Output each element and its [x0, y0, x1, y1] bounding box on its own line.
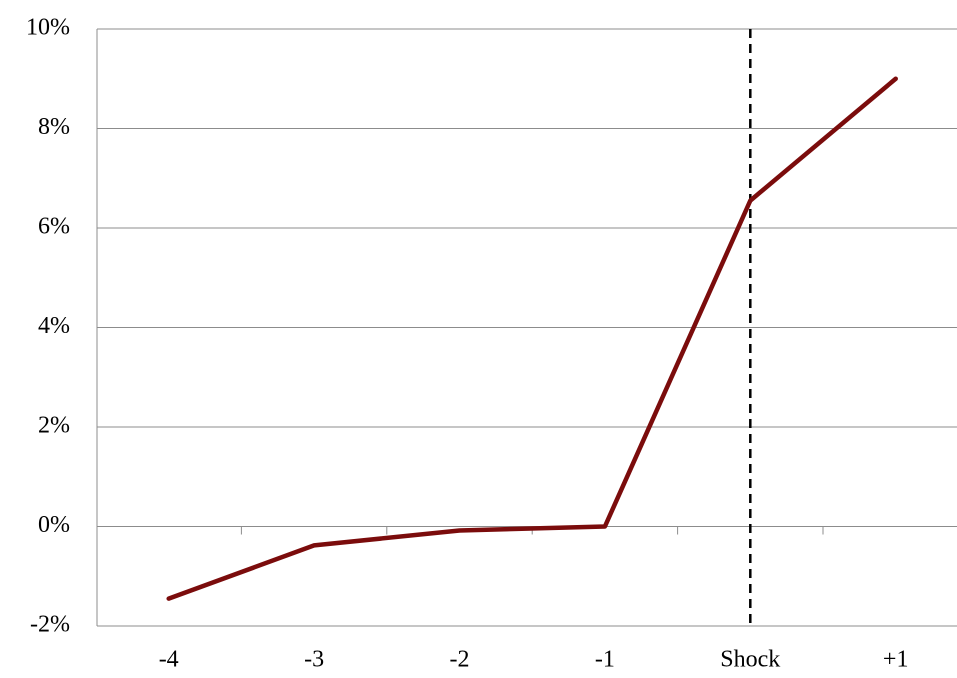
x-tick-label: Shock [720, 647, 780, 673]
x-tick-label: -2 [450, 647, 470, 673]
series-line [166, 76, 898, 601]
y-tick-label: 8% [38, 114, 70, 140]
y-tick-label: 2% [38, 413, 70, 439]
y-tick-label: -2% [30, 612, 70, 638]
y-tick-label: 6% [38, 214, 70, 240]
x-tick-label: -1 [595, 647, 615, 673]
y-tick-label: 0% [38, 512, 70, 538]
x-tick-label: -4 [159, 647, 179, 673]
y-tick-label: 4% [38, 313, 70, 339]
y-tick-label: 10% [26, 15, 70, 41]
x-tick-label: -3 [304, 647, 324, 673]
x-tick-label: +1 [883, 647, 909, 673]
